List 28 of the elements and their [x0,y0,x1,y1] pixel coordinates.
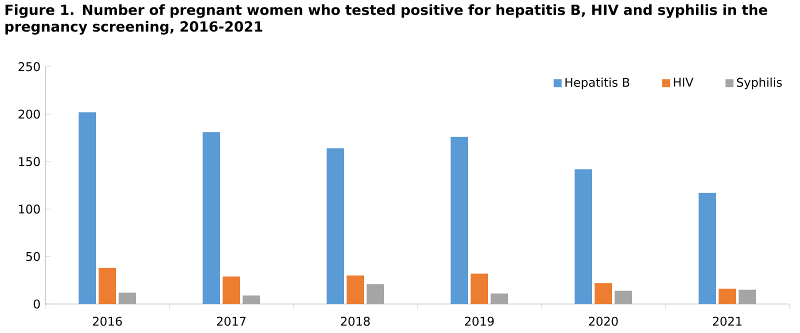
bar [222,276,240,304]
bar [202,132,220,304]
y-tick-label: 250 [18,62,40,72]
bar [98,268,116,304]
chart-title: Figure 1. Number of pregnant women who tested positive for hepatitis B, HIV and syphilis in the pregnancy screening, 2016-2021 [5,4,768,34]
legend-label: Syphilis [736,77,782,90]
y-tick-label: 100 [19,204,40,214]
legend-label: Hepatitis B [566,77,630,90]
bar [594,282,612,304]
bar [78,112,96,304]
bar [718,288,736,304]
x-tick-label: 2020 [588,316,618,326]
bar [574,169,592,304]
bar [450,136,468,304]
y-tick-label: 150 [19,156,40,166]
bar [326,148,344,304]
y-tick-label: 200 [18,109,40,119]
x-tick-label: 2021 [712,316,742,326]
x-tick-label: 2017 [216,316,246,326]
bar [346,275,364,304]
bar [698,192,716,304]
x-tick-label: 2019 [464,316,494,326]
x-tick-label: 2016 [92,316,122,326]
x-tick-label: 2018 [340,316,370,326]
y-tick-label: 0 [34,299,40,308]
y-tick-label: 50 [26,252,40,261]
bar [470,273,488,304]
legend-label: HIV [674,78,694,86]
